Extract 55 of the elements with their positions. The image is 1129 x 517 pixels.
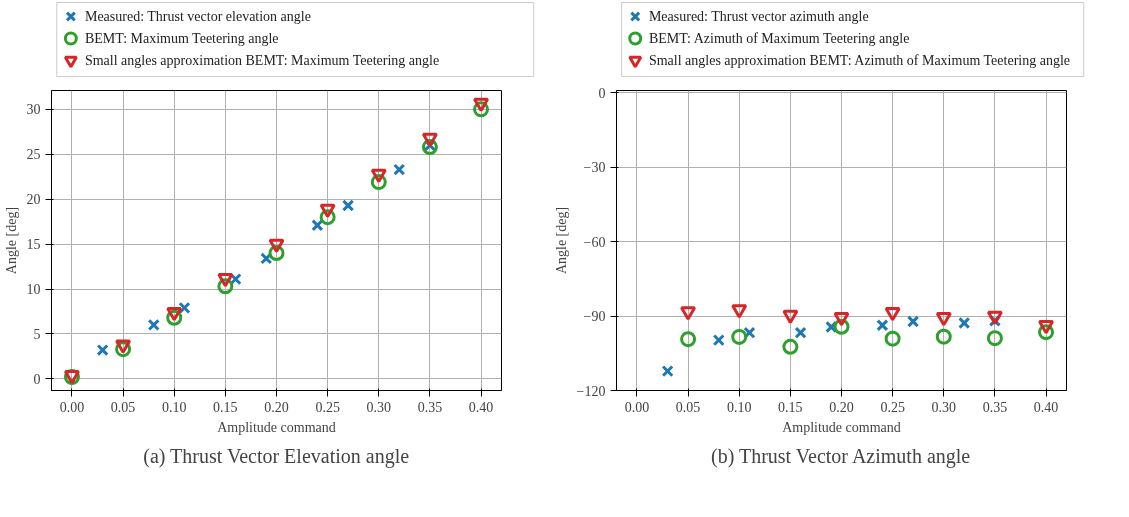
x-tick-label: 0.35 xyxy=(417,399,443,415)
x-tick-label: 0.30 xyxy=(931,399,957,415)
point xyxy=(393,163,406,176)
y-tick-label: 30 xyxy=(26,102,41,118)
x-tick-label: 0.15 xyxy=(778,399,803,415)
legend-label: BEMT: Maximum Teetering angle xyxy=(84,31,279,46)
text: (a) Thrust Vector Elevation angle xyxy=(143,444,410,468)
y-axis-title: Angle [deg] xyxy=(553,206,569,275)
x-tick-label: 0.05 xyxy=(675,399,701,415)
x-tick-label: 0.00 xyxy=(624,399,650,415)
x-tick-label: 0.10 xyxy=(161,399,187,415)
x-tick-label: 0.40 xyxy=(1033,399,1059,415)
y-tick-label: −30 xyxy=(583,160,606,176)
point xyxy=(217,272,234,288)
legend-label: Small angles approximation BEMT: Azimuth of Maximum Teetering angle xyxy=(648,53,1071,68)
point xyxy=(370,168,387,184)
x-tick-label: 0.20 xyxy=(264,399,289,415)
x-tick-label: 0.15 xyxy=(213,399,238,415)
text: (b) Thrust Vector Azimuth angle xyxy=(710,444,971,468)
point xyxy=(178,301,191,314)
y-tick-label: 25 xyxy=(26,147,41,163)
y-tick-label: 20 xyxy=(26,192,41,208)
x-tick-label: 0.20 xyxy=(829,399,854,415)
legend-label: Measured: Thrust vector azimuth angle xyxy=(648,9,869,24)
y-tick-label: −120 xyxy=(576,383,606,399)
x-tick-label: 0.05 xyxy=(110,399,136,415)
legend-label: BEMT: Azimuth of Maximum Teetering angle xyxy=(648,31,910,46)
x-tick-label: 0.25 xyxy=(315,399,340,415)
y-tick-label: 10 xyxy=(26,282,41,297)
point xyxy=(341,199,355,212)
y-tick-label: 0 xyxy=(33,371,41,387)
x-tick-label: 0.10 xyxy=(726,399,752,415)
x-tick-label: 0.00 xyxy=(59,399,85,415)
point xyxy=(319,203,336,219)
y-tick-label: 15 xyxy=(26,237,41,253)
x-axis-title: Amplitude command xyxy=(217,419,336,435)
point xyxy=(147,318,160,332)
y-tick-label: −90 xyxy=(583,309,606,325)
x-axis-title: Amplitude command xyxy=(782,419,901,435)
point xyxy=(268,238,285,254)
point xyxy=(421,132,438,148)
x-tick-label: 0.30 xyxy=(366,399,392,415)
x-tick-label: 0.40 xyxy=(468,399,494,415)
point xyxy=(473,97,490,113)
legend-label: Measured: Thrust vector elevation angle xyxy=(84,9,311,24)
point xyxy=(311,219,324,232)
x-tick-label: 0.35 xyxy=(982,399,1008,415)
point xyxy=(96,343,109,357)
y-axis-title: Angle [deg] xyxy=(3,206,19,275)
y-tick-label: 0 xyxy=(598,85,606,101)
legend-label: Small angles approximation BEMT: Maximum Teetering angle xyxy=(84,53,440,68)
point xyxy=(166,307,183,322)
x-tick-label: 0.25 xyxy=(880,399,905,415)
y-tick-label: 5 xyxy=(33,326,41,342)
y-tick-label: −60 xyxy=(583,234,606,250)
